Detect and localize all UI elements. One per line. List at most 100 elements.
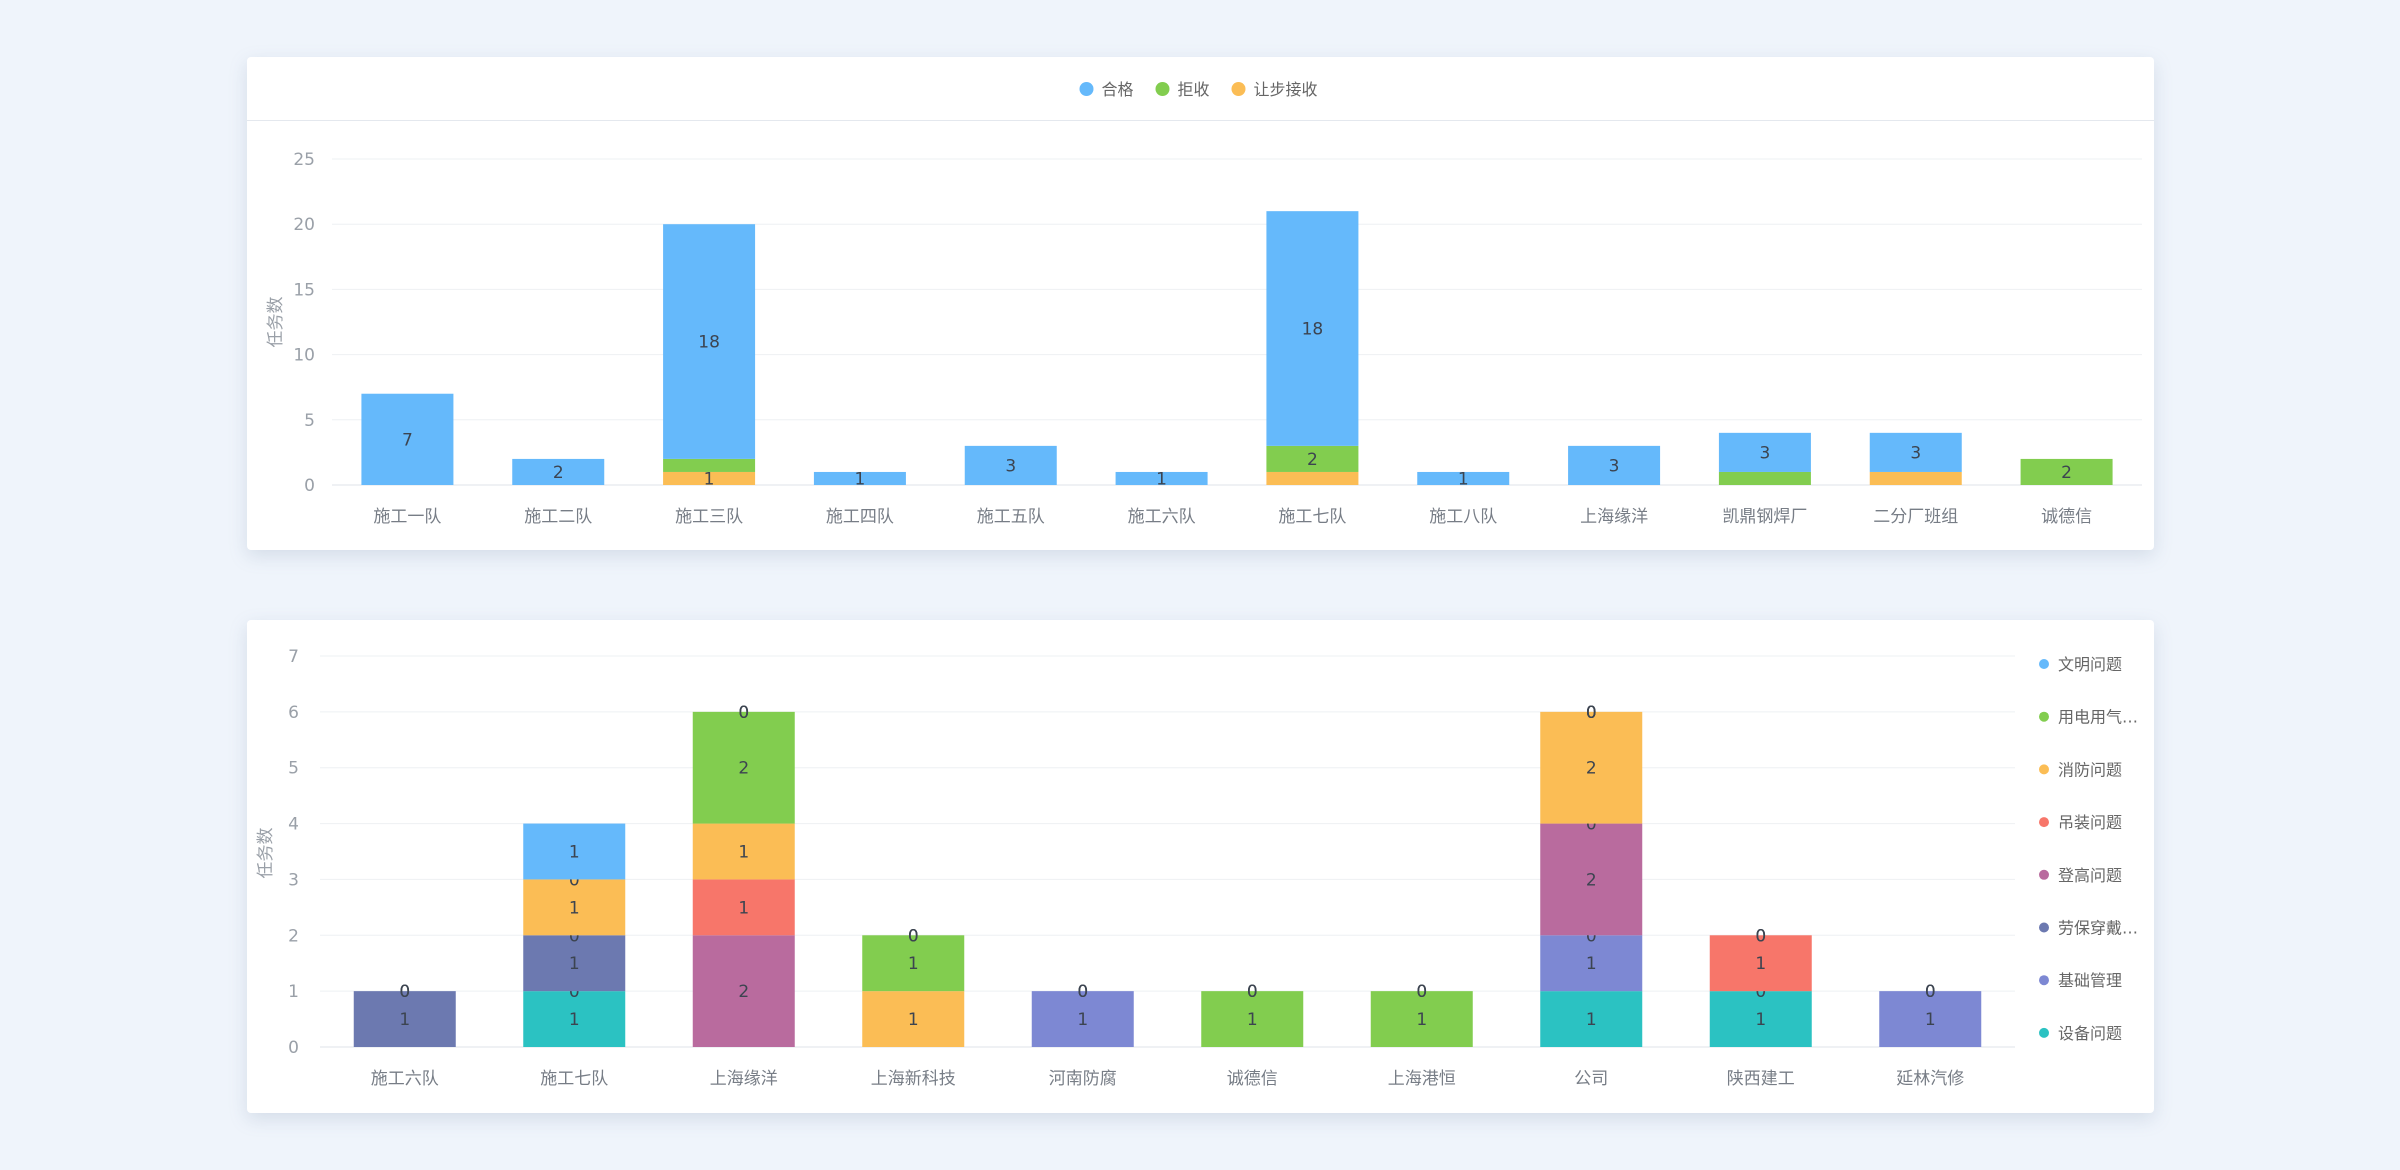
bar-segment[interactable] bbox=[523, 823, 626, 880]
bar-segment[interactable] bbox=[692, 935, 795, 1047]
bar-value-label: 2 bbox=[738, 759, 749, 779]
legend-label: 设备问题 bbox=[2058, 1024, 2122, 1043]
bar-segment[interactable] bbox=[1266, 445, 1359, 472]
legend-item[interactable]: 文明问题 bbox=[2039, 655, 2122, 674]
bar-segment[interactable] bbox=[663, 471, 756, 485]
y-tick-label: 3 bbox=[288, 870, 299, 890]
bar-value-label: 7 bbox=[402, 430, 413, 450]
bar-segment[interactable] bbox=[523, 879, 626, 936]
legend-item[interactable]: 劳保穿戴… bbox=[2039, 919, 2138, 938]
bar-segment[interactable] bbox=[692, 879, 795, 936]
y-tick-label: 15 bbox=[293, 280, 315, 300]
legend-item[interactable]: 让步接收 bbox=[1231, 80, 1318, 99]
bar-value-label: 1 bbox=[569, 1010, 580, 1030]
legend-marker bbox=[2039, 764, 2049, 775]
bar-value-label: 2 bbox=[1586, 759, 1597, 779]
bar-segment[interactable] bbox=[862, 935, 965, 992]
bar-segment[interactable] bbox=[1709, 935, 1812, 992]
x-category-label: 上海缘洋 bbox=[1580, 507, 1648, 527]
legend-label: 拒收 bbox=[1178, 80, 1210, 99]
y-tick-label: 2 bbox=[288, 926, 299, 946]
bar-segment[interactable] bbox=[512, 458, 605, 485]
legend-marker bbox=[1231, 82, 1246, 96]
legend-item[interactable]: 基础管理 bbox=[2039, 971, 2122, 990]
bar-value-label: 0 bbox=[569, 870, 580, 890]
bar-top-label: 0 bbox=[908, 926, 919, 946]
bar-value-label: 1 bbox=[1755, 1010, 1766, 1030]
bar-segment[interactable] bbox=[1568, 445, 1661, 485]
legend-item[interactable]: 用电用气… bbox=[2039, 708, 2138, 727]
legend-item[interactable]: 合格 bbox=[1079, 80, 1134, 99]
bar-value-label: 2 bbox=[1586, 870, 1597, 890]
y-tick-label: 7 bbox=[288, 647, 299, 667]
x-category-label: 延林汽修 bbox=[1896, 1069, 1964, 1089]
bar-value-label: 1 bbox=[569, 898, 580, 918]
bar-segment[interactable] bbox=[1869, 432, 1962, 472]
bar-segment[interactable] bbox=[523, 935, 626, 992]
bar-segment[interactable] bbox=[692, 711, 795, 824]
bar-segment[interactable] bbox=[1709, 991, 1812, 1047]
x-category-label: 河南防腐 bbox=[1049, 1069, 1117, 1089]
legend-marker bbox=[2039, 975, 2049, 986]
bar-segment[interactable] bbox=[813, 471, 906, 485]
bar-value-label: 0 bbox=[1925, 982, 1936, 1002]
bar-segment[interactable] bbox=[1115, 471, 1208, 485]
bar-segment[interactable] bbox=[1869, 471, 1962, 485]
task-status-chart: 0 5 10 15 20 25 任务数 7 施工一队 2 施工二队 1 18 施工三队 1 施工四队 3 施工五队… bbox=[266, 80, 2142, 527]
legend-label: 文明问题 bbox=[2058, 655, 2122, 674]
legend-item[interactable]: 设备问题 bbox=[2039, 1024, 2122, 1043]
bar-segment[interactable] bbox=[1266, 211, 1359, 446]
bar-value-label: 1 bbox=[569, 843, 580, 863]
x-category-label: 施工八队 bbox=[1429, 507, 1497, 527]
bar-segment[interactable] bbox=[663, 458, 756, 472]
bar-segment[interactable] bbox=[1540, 935, 1643, 992]
bar-segment[interactable] bbox=[1417, 471, 1510, 485]
bar-segment[interactable] bbox=[1266, 471, 1359, 485]
bar-value-label: 1 bbox=[738, 843, 749, 863]
bar-segment[interactable] bbox=[862, 991, 965, 1047]
bar-value-label: 0 bbox=[1755, 982, 1766, 1002]
bar-segment[interactable] bbox=[1370, 991, 1473, 1047]
issue-type-chart-card: 0 1 2 3 4 5 6 7 任务数 1 0 0 施工六队 1 0 1 0 1 0 1 施工七队 2 1 1 2 0 0 上海缘洋 1… bbox=[247, 620, 2154, 1113]
bar-segment[interactable] bbox=[1540, 711, 1643, 824]
bar-segment[interactable] bbox=[361, 393, 454, 485]
bar-segment[interactable] bbox=[1540, 823, 1643, 936]
legend-item[interactable]: 拒收 bbox=[1155, 80, 1210, 99]
bar-value-label: 1 bbox=[908, 1010, 919, 1030]
y-tick-label: 5 bbox=[304, 411, 315, 431]
bar-value-label: 3 bbox=[1005, 456, 1016, 476]
x-category-label: 公司 bbox=[1574, 1069, 1608, 1089]
bar-segment[interactable] bbox=[663, 224, 756, 459]
bar-value-label: 1 bbox=[399, 1010, 410, 1030]
x-category-label: 上海新科技 bbox=[871, 1069, 956, 1089]
bar-segment[interactable] bbox=[1718, 471, 1811, 485]
x-category-label: 施工七队 bbox=[1278, 507, 1346, 527]
x-category-label: 凯鼎钢焊厂 bbox=[1722, 507, 1807, 527]
bar-segment[interactable] bbox=[964, 445, 1057, 485]
legend-item[interactable]: 消防问题 bbox=[2039, 760, 2122, 779]
bar-top-label: 0 bbox=[1247, 982, 1258, 1002]
bar-segment[interactable] bbox=[1540, 991, 1643, 1047]
y-tick-label: 4 bbox=[288, 815, 299, 835]
bar-segment[interactable] bbox=[2020, 458, 2113, 485]
bar-segment[interactable] bbox=[1718, 432, 1811, 472]
bar-segment[interactable] bbox=[1879, 991, 1982, 1047]
bar-segment[interactable] bbox=[353, 991, 456, 1047]
y-tick-label: 20 bbox=[293, 215, 315, 235]
bar-value-label: 18 bbox=[1302, 320, 1324, 340]
bar-segment[interactable] bbox=[1201, 991, 1304, 1047]
bar-segment[interactable] bbox=[523, 991, 626, 1047]
legend-marker bbox=[2039, 711, 2049, 722]
bar-segment[interactable] bbox=[692, 823, 795, 880]
bar-value-label: 0 bbox=[738, 703, 749, 723]
legend-item[interactable]: 吊装问题 bbox=[2039, 813, 2122, 832]
bar-value-label: 1 bbox=[1755, 954, 1766, 974]
legend-label: 用电用气… bbox=[2058, 708, 2138, 727]
legend-label: 登高问题 bbox=[2058, 866, 2122, 885]
legend-item[interactable]: 登高问题 bbox=[2039, 866, 2122, 885]
legend-marker bbox=[1155, 82, 1170, 96]
bar-segment[interactable] bbox=[1031, 991, 1134, 1047]
x-category-label: 施工三队 bbox=[675, 507, 743, 527]
x-category-label: 上海港恒 bbox=[1388, 1069, 1456, 1089]
bar-value-label: 0 bbox=[569, 926, 580, 946]
